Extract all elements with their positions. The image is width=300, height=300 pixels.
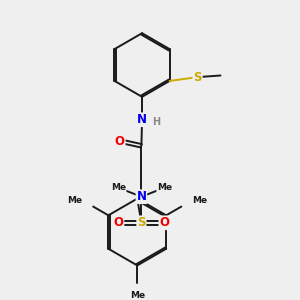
Text: Me: Me: [130, 291, 145, 300]
Text: S: S: [193, 70, 202, 84]
Text: Me: Me: [111, 183, 126, 192]
Text: O: O: [115, 134, 125, 148]
Text: N: N: [137, 113, 147, 126]
Text: Me: Me: [67, 196, 82, 205]
Text: O: O: [159, 216, 169, 229]
Text: N: N: [136, 190, 146, 203]
Text: H: H: [152, 117, 161, 127]
Text: Me: Me: [157, 183, 172, 192]
Text: O: O: [113, 216, 124, 229]
Text: Me: Me: [192, 196, 208, 205]
Text: S: S: [137, 216, 146, 229]
